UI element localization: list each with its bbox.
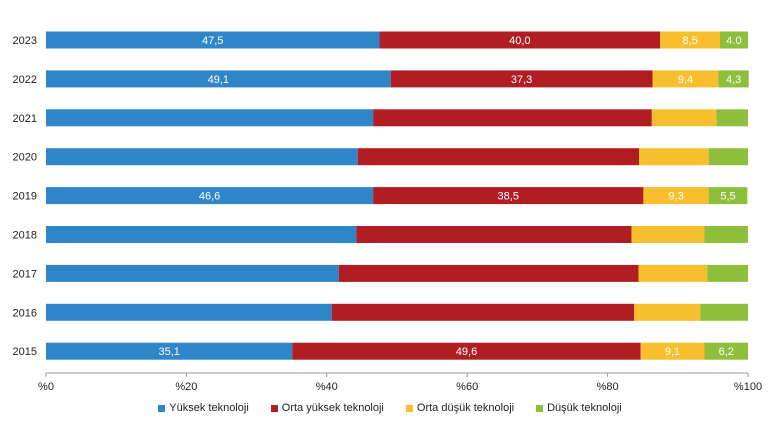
legend-swatch — [405, 404, 413, 412]
legend-item: Düşük teknoloji — [536, 402, 622, 414]
category-label: 2016 — [13, 307, 37, 319]
bar-segment — [708, 187, 748, 205]
data-label: 35,1 — [158, 346, 179, 358]
data-label: 5,5 — [720, 191, 735, 203]
bar-segment — [700, 303, 748, 321]
data-label: 49,6 — [456, 346, 477, 358]
category-label: 2023 — [13, 35, 37, 47]
x-tick-label: %100 — [734, 381, 762, 393]
category-label: 2022 — [13, 74, 37, 86]
legend-label: Düşük teknoloji — [547, 402, 622, 414]
bar-segment — [331, 303, 635, 321]
bar-segment — [390, 70, 653, 88]
legend-label: Orta düşük teknoloji — [416, 402, 515, 414]
legend-item: Orta yüksek teknoloji — [270, 402, 384, 414]
bar-segment — [46, 148, 358, 166]
bar-segment — [46, 303, 332, 321]
bar-segment — [338, 264, 639, 282]
data-label: 9,1 — [665, 346, 680, 358]
bar-segment — [639, 148, 709, 166]
bar-segment — [631, 226, 705, 243]
x-tick-label: %20 — [175, 381, 197, 393]
bar-segment — [638, 264, 708, 282]
bar-segment — [373, 187, 644, 205]
legend-item: Orta düşük teknoloji — [405, 402, 515, 414]
category-label: 2015 — [13, 346, 37, 358]
legend-swatch — [158, 404, 166, 412]
bar-segment — [652, 70, 719, 88]
legend: Yüksek teknoloji Orta yüksek teknoloji Ort… — [0, 398, 780, 418]
bar-segment — [708, 148, 748, 166]
data-label: 8,5 — [682, 35, 697, 47]
data-label: 4.0 — [726, 35, 741, 47]
category-label: 2017 — [13, 268, 37, 280]
x-tick-label: %60 — [456, 381, 478, 393]
bar-segment — [643, 187, 709, 205]
data-label: 6,2 — [719, 346, 734, 358]
category-label: 2019 — [13, 191, 37, 203]
bar-segment — [46, 264, 339, 282]
bar-segment — [46, 226, 357, 243]
bar-segment — [46, 70, 391, 88]
legend-swatch — [270, 404, 278, 412]
bar-segment — [46, 109, 374, 127]
bar-segment — [704, 342, 748, 360]
data-label: 38,5 — [498, 191, 519, 203]
x-tick-label: %40 — [316, 381, 338, 393]
bar-segment — [292, 342, 641, 360]
data-label: 37,3 — [511, 74, 532, 86]
bar-segment — [718, 70, 749, 88]
bar-segment — [719, 31, 748, 49]
bar-segment — [46, 31, 380, 49]
bar-segment — [357, 148, 640, 166]
data-label: 4,3 — [726, 74, 741, 86]
legend-label: Orta yüksek teknoloji — [281, 402, 384, 414]
legend-swatch — [536, 404, 544, 412]
bar-segment — [651, 109, 717, 127]
bar-segment — [640, 342, 705, 360]
data-label: 9,4 — [678, 74, 693, 86]
bar-segment — [356, 226, 632, 243]
bar-segment — [379, 31, 661, 49]
category-label: 2020 — [13, 152, 37, 164]
category-label: 2018 — [13, 230, 37, 242]
bar-segment — [634, 303, 701, 321]
category-label: 2021 — [13, 113, 37, 125]
data-label: 40,0 — [509, 35, 530, 47]
data-label: 49,1 — [208, 74, 229, 86]
bar-segment — [46, 187, 374, 205]
bar-segment — [716, 109, 748, 127]
bar-segment — [660, 31, 720, 49]
legend-item: Yüksek teknoloji — [158, 402, 249, 414]
legend-label: Yüksek teknoloji — [169, 402, 249, 414]
data-label: 47,5 — [202, 35, 223, 47]
bar-segment — [707, 264, 748, 282]
bar-segment — [46, 342, 293, 360]
data-label: 46,6 — [199, 191, 220, 203]
bar-segment — [704, 226, 748, 243]
bar-segment — [373, 109, 652, 127]
x-tick-label: %80 — [597, 381, 619, 393]
data-label: 9,3 — [668, 191, 683, 203]
x-tick-label: %0 — [38, 381, 54, 393]
